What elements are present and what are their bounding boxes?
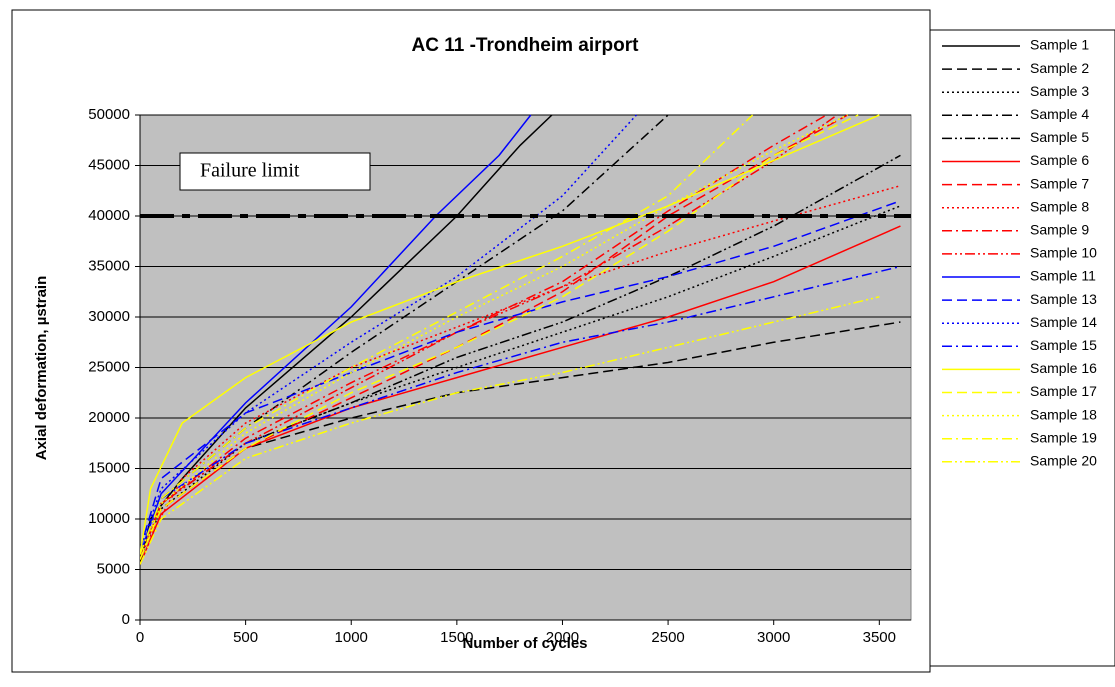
y-axis-title: Axial deformation, µstrain (33, 276, 50, 461)
legend-label: Sample 10 (1030, 245, 1097, 261)
x-tick-label: 0 (136, 629, 144, 646)
y-tick-label: 50000 (88, 106, 130, 123)
series-line (140, 225, 901, 565)
series-group (140, 114, 901, 565)
series-line (140, 114, 848, 560)
y-tick-label: 0 (122, 611, 130, 628)
y-tick-label: 35000 (88, 257, 130, 274)
x-tick-label: 3000 (757, 629, 790, 646)
series-line (140, 200, 901, 550)
legend-label: Sample 14 (1030, 314, 1097, 330)
legend-label: Sample 18 (1030, 406, 1097, 422)
x-tick-label: 2500 (651, 629, 684, 646)
x-tick-label: 3500 (863, 629, 896, 646)
x-tick-label: 1000 (335, 629, 368, 646)
y-tick-label: 40000 (88, 207, 130, 224)
legend-label: Sample 15 (1030, 337, 1097, 353)
x-axis-title: Number of cycles (462, 635, 587, 652)
legend-label: Sample 6 (1030, 152, 1089, 168)
y-tick-label: 20000 (88, 409, 130, 426)
legend-label: Sample 17 (1030, 383, 1097, 399)
x-tick-label: 1500 (440, 629, 473, 646)
x-tick-label: 500 (233, 629, 258, 646)
legend-label: Sample 7 (1030, 175, 1089, 191)
y-tick-label: 45000 (88, 156, 130, 173)
legend-label: Sample 20 (1030, 453, 1097, 469)
y-tick-label: 30000 (88, 308, 130, 325)
y-tick-label: 10000 (88, 510, 130, 527)
legend-label: Sample 19 (1030, 429, 1097, 445)
series-line (140, 114, 859, 560)
legend-label: Sample 11 (1030, 268, 1096, 284)
y-tick-label: 5000 (97, 560, 130, 577)
legend-label: Sample 8 (1030, 198, 1089, 214)
series-line (140, 296, 880, 565)
annotation: Failure limit (200, 160, 300, 182)
series-line (140, 114, 838, 560)
legend-label: Sample 2 (1030, 60, 1089, 76)
legend-label: Sample 5 (1030, 129, 1089, 145)
legend-label: Sample 16 (1030, 360, 1097, 376)
legend-label: Sample 13 (1030, 291, 1097, 307)
legend-label: Sample 9 (1030, 222, 1089, 238)
series-line (140, 114, 532, 555)
series-line (140, 205, 901, 560)
chart-title: AC 11 -Trondheim airport (412, 35, 640, 56)
y-tick-label: 25000 (88, 358, 130, 375)
series-line (140, 114, 880, 555)
legend-label: Sample 4 (1030, 106, 1089, 122)
series-line (140, 184, 901, 555)
x-tick-label: 2000 (546, 629, 579, 646)
legend-label: Sample 1 (1030, 37, 1089, 53)
legend-label: Sample 3 (1030, 83, 1089, 99)
legend-box (929, 29, 1115, 667)
series-line (140, 265, 901, 555)
y-tick-label: 15000 (88, 459, 130, 476)
annotation-box (179, 152, 371, 191)
